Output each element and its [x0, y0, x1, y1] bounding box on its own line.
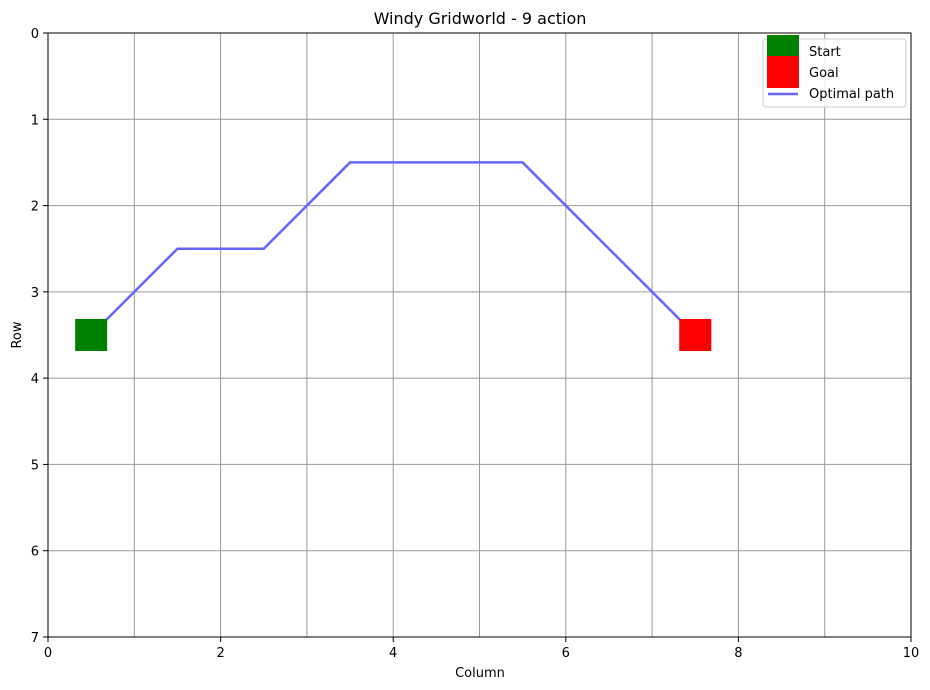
y-axis-label: Row: [10, 321, 25, 348]
legend-swatch-goal: [767, 56, 799, 88]
x-tick-label: 6: [562, 646, 570, 661]
series-layer: [90, 161, 697, 336]
y-tick-label: 1: [31, 113, 39, 128]
marker-goal: [679, 319, 712, 351]
legend: Start Goal Optimal path: [762, 35, 907, 108]
y-tick-label: 0: [31, 27, 39, 42]
plot-area-frame: [47, 32, 912, 638]
y-tick-label: 2: [31, 200, 39, 215]
legend-label: Goal: [809, 66, 839, 81]
x-tick-label: 2: [216, 646, 224, 661]
y-axis-ticks: 0 1 2 3 4 5 6 7: [31, 27, 48, 646]
x-tick-label: 10: [903, 646, 920, 661]
y-tick-label: 4: [31, 372, 39, 387]
marker-layer: [75, 319, 712, 351]
legend-label: Start: [809, 45, 841, 60]
y-tick-label: 3: [31, 286, 39, 301]
series-line-optimal-path: [90, 161, 697, 336]
marker-start: [75, 319, 108, 351]
y-tick-label: 6: [31, 545, 39, 560]
x-tick-label: 4: [389, 646, 397, 661]
legend-label: Optimal path: [809, 87, 894, 102]
x-axis-label: Column: [455, 666, 505, 681]
x-axis-ticks: 0 2 4 6 8 10: [44, 637, 919, 661]
grid: [48, 33, 911, 637]
x-tick-label: 8: [734, 646, 742, 661]
y-tick-label: 7: [31, 631, 39, 646]
chart-title: Windy Gridworld - 9 action: [374, 9, 587, 28]
y-tick-label: 5: [31, 458, 39, 473]
legend-entries: Start Goal Optimal path: [767, 35, 894, 102]
x-tick-label: 0: [44, 646, 52, 661]
